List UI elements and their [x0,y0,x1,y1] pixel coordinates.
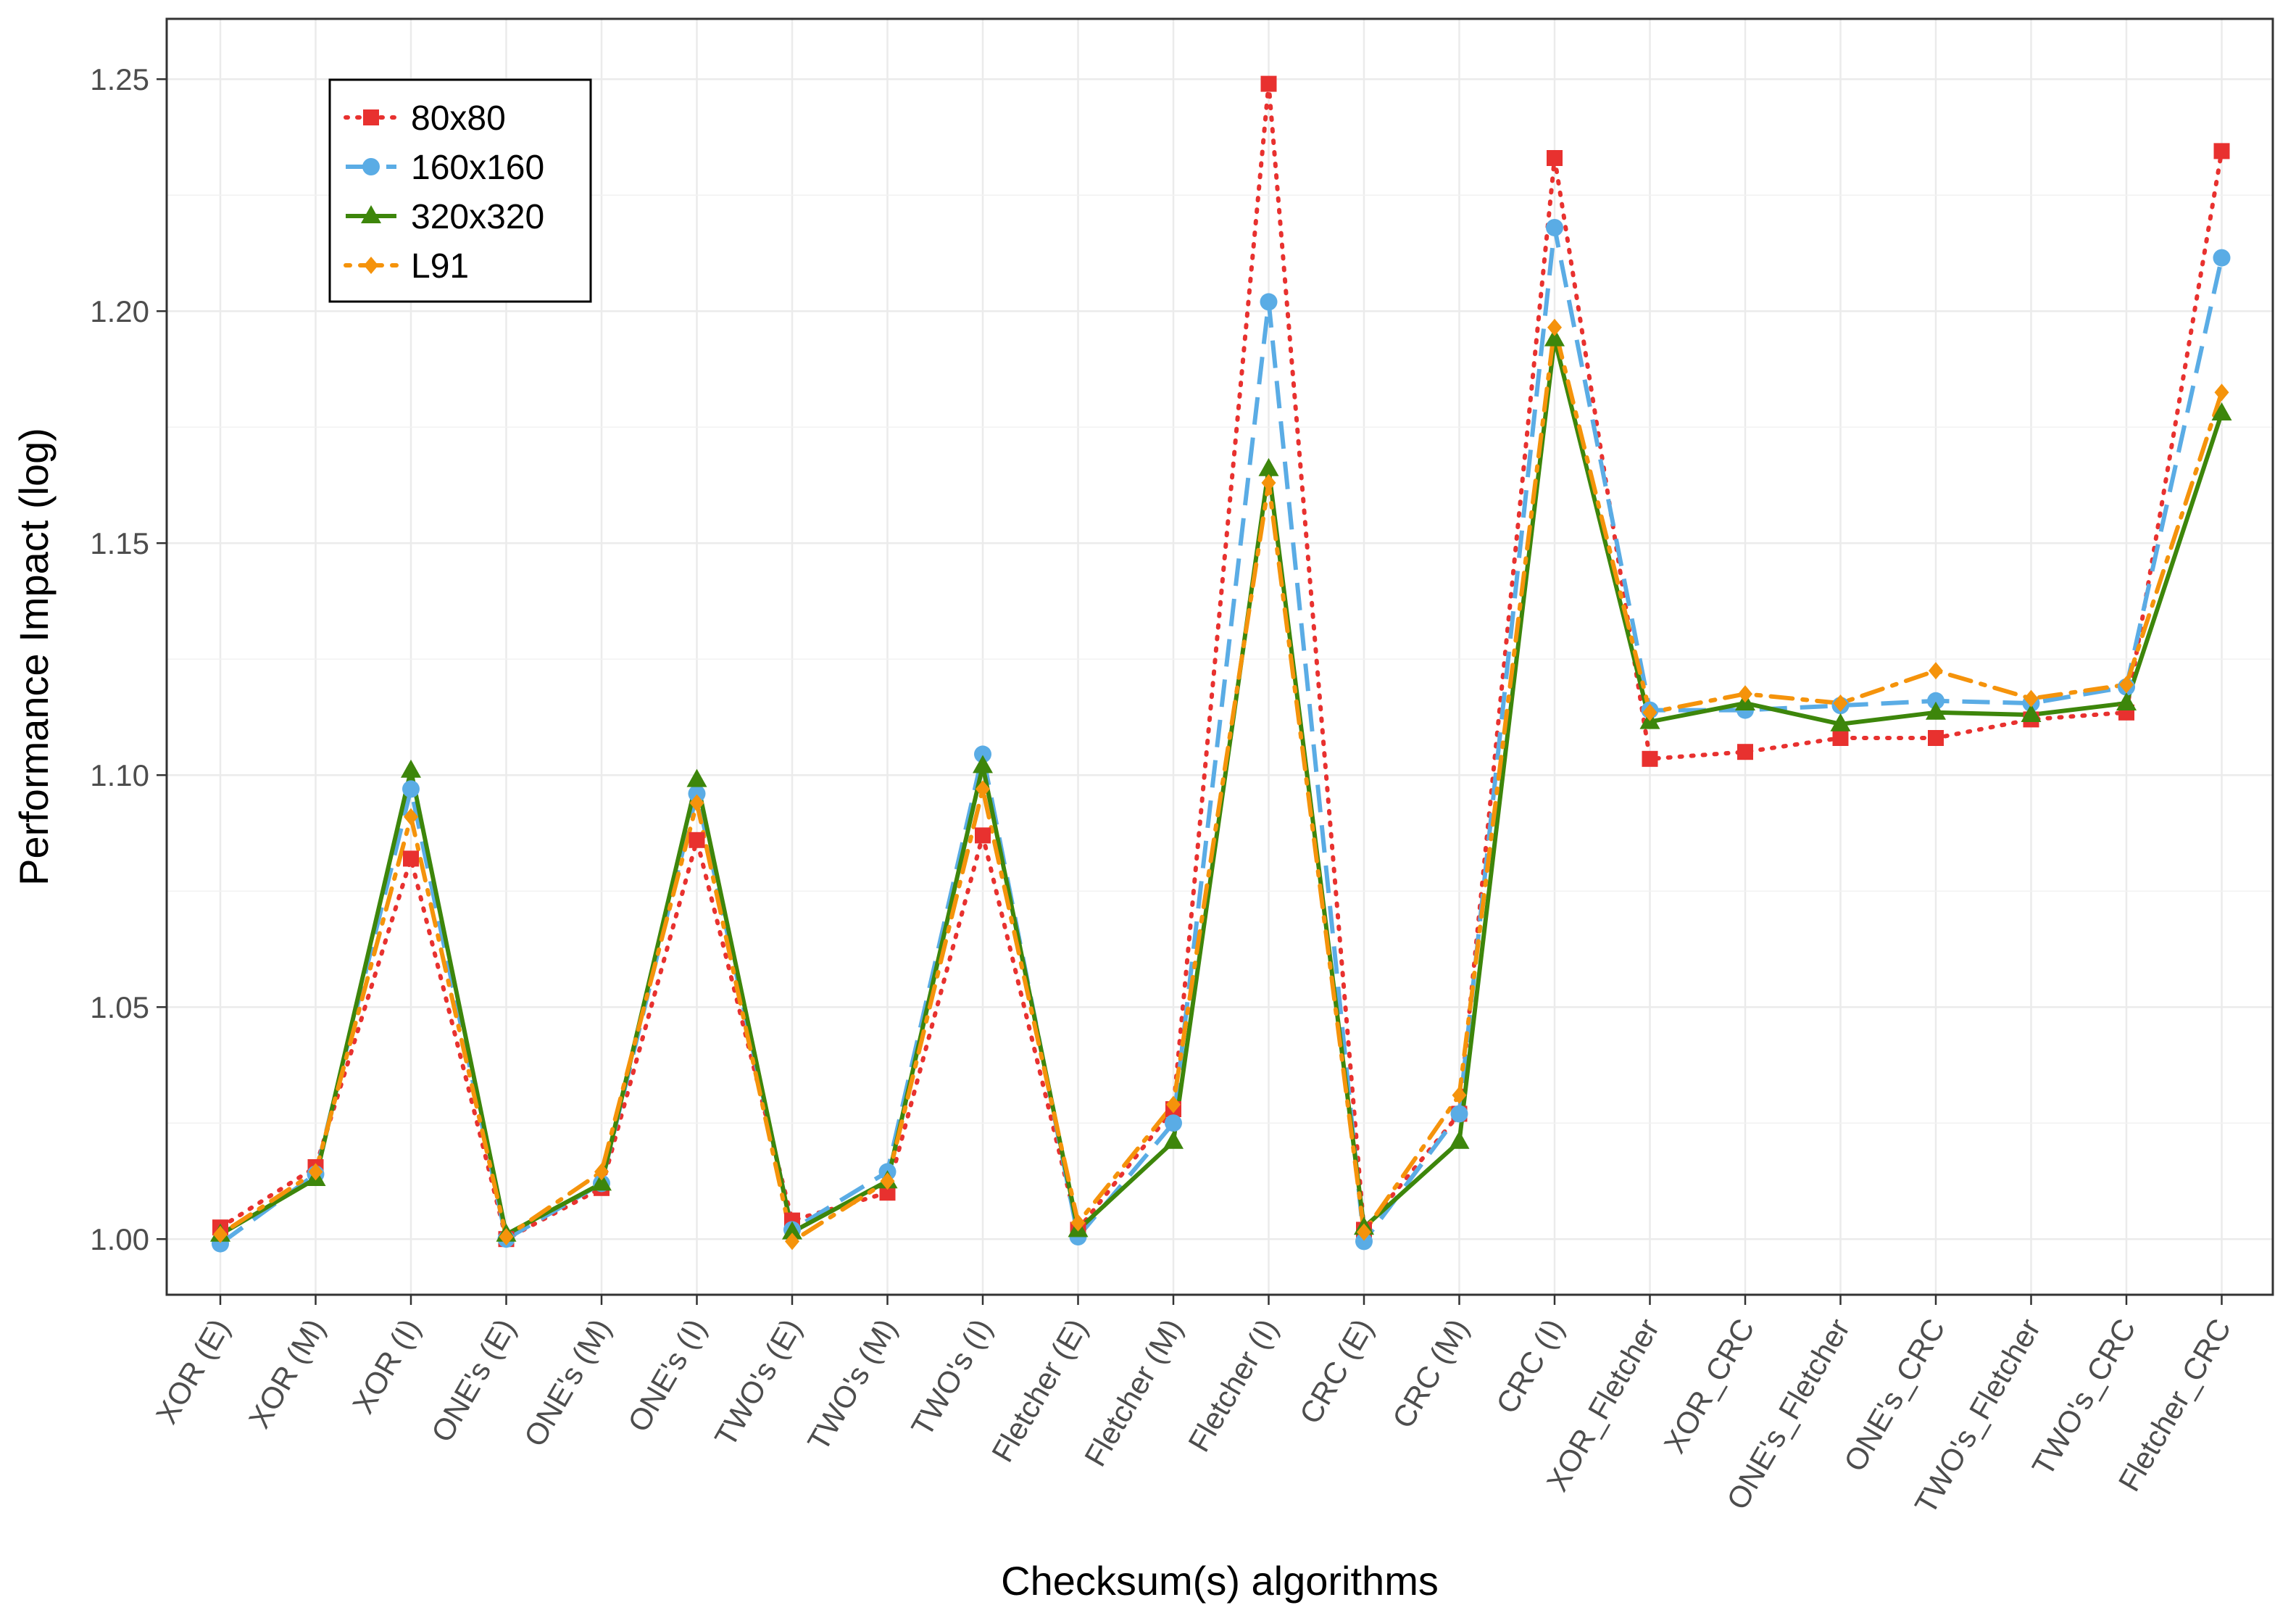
data-point-80x80-fletcher-i [1260,75,1277,92]
data-point-l91-two-s-e [785,1232,799,1251]
data-point-80x80-xor-crc [1737,744,1753,760]
data-point-160x160-crc-e [1355,1232,1373,1251]
data-point-l91-crc-m [1452,1086,1467,1104]
data-point-80x80-one-s-crc [1928,730,1944,746]
data-point-320x320-fletcher-i [1258,457,1279,476]
data-point-160x160-crc-m [1450,1105,1468,1123]
data-point-80x80-crc-i [1547,150,1563,166]
data-point-320x320-two-s-crc [2116,692,2137,710]
data-point-320x320-two-s-fletcher [2021,704,2042,722]
data-point-80x80-xor-fletcher [1642,750,1658,767]
legend-marker-320x320 [361,205,381,223]
y-tick-label: 1.25 [90,62,149,96]
data-point-160x160-two-s-i [974,745,991,763]
data-point-160x160-xor-i [402,780,420,798]
data-point-l91-crc-i [1547,318,1562,336]
data-point-l91-xor-fletcher [1642,703,1657,721]
data-point-l91-two-s-fletcher [2023,689,2039,708]
legend: 80x80 160x160 320x320 L91 [328,78,592,303]
y-tick-label: 1.05 [90,990,149,1024]
data-point-320x320-two-s-i [973,755,993,774]
data-point-320x320-fletcher-crc [2211,402,2232,420]
data-point-320x320-one-s-fletcher [1830,713,1851,731]
data-point-320x320-one-s-m [591,1172,612,1191]
data-point-l91-fletcher-i [1261,474,1276,492]
legend-label-l91: L91 [411,247,469,286]
data-point-l91-one-s-crc [1929,662,1943,680]
data-point-l91-fletcher-e [1070,1214,1086,1232]
data-point-160x160-one-s-crc [1927,692,1944,710]
data-point-l91-one-s-m [594,1163,609,1181]
y-tick-label: 1.20 [90,294,149,328]
y-axis: 1.00 1.05 1.10 1.15 1.20 1.25 [90,62,167,1256]
series-lines [218,81,2224,1246]
data-point-l91-one-s-fletcher [1833,694,1848,712]
data-point-l91-fletcher-crc [2214,383,2229,402]
x-axis-title: Checksum(s) algorithms [1001,1558,1439,1604]
data-point-80x80-one-s-i [689,832,705,848]
data-point-160x160-fletcher-i [1260,293,1278,311]
y-axis-title: Performance Impact (log) [11,428,57,886]
data-point-160x160-fletcher-m [1165,1114,1182,1132]
data-point-320x320-crc-m [1449,1130,1470,1149]
data-point-80x80-fletcher-crc [2213,143,2230,159]
legend-marker-160x160 [362,158,380,175]
legend-label-160x160: 160x160 [411,149,544,187]
series-points [210,75,2232,1253]
legend-label-80x80: 80x80 [411,99,506,138]
data-point-l91-crc-e [1357,1223,1371,1241]
data-point-80x80-xor-i [403,850,419,867]
y-tick-label: 1.15 [90,526,149,560]
data-point-320x320-one-s-i [686,768,707,787]
y-tick-label: 1.00 [90,1222,149,1256]
legend-marker-80x80 [363,109,379,125]
plot-panel-border [165,17,2274,1296]
data-point-l91-one-s-e [499,1228,514,1245]
y-tick-label: 1.10 [90,758,149,792]
data-point-160x160-crc-i [1546,219,1563,236]
data-point-l91-fletcher-m [1166,1095,1181,1114]
data-point-320x320-crc-i [1544,328,1565,347]
data-point-l91-two-s-i [976,780,990,798]
data-point-l91-xor-crc [1738,685,1752,703]
data-point-160x160-one-s-i [688,784,706,803]
legend-label-320x320: 320x320 [411,198,544,236]
data-point-l91-xor-i [404,808,418,826]
data-point-l91-two-s-m [880,1172,895,1190]
data-point-160x160-fletcher-crc [2213,249,2231,267]
data-point-l91-xor-e [213,1225,228,1243]
data-point-320x320-xor-i [401,759,421,778]
legend-marker-l91 [364,257,378,274]
data-point-l91-two-s-crc [2119,676,2134,694]
data-point-80x80-two-s-m [879,1185,896,1201]
data-point-l91-one-s-i [689,794,704,812]
data-point-80x80-two-s-i [975,827,991,844]
data-point-l91-xor-m [308,1163,323,1181]
data-point-80x80-one-s-fletcher [1832,730,1849,746]
data-point-320x320-one-s-crc [1926,701,1946,720]
data-point-320x320-fletcher-m [1163,1130,1184,1149]
data-point-320x320-two-s-e [782,1221,802,1240]
series-line-l91 [218,325,2224,1244]
